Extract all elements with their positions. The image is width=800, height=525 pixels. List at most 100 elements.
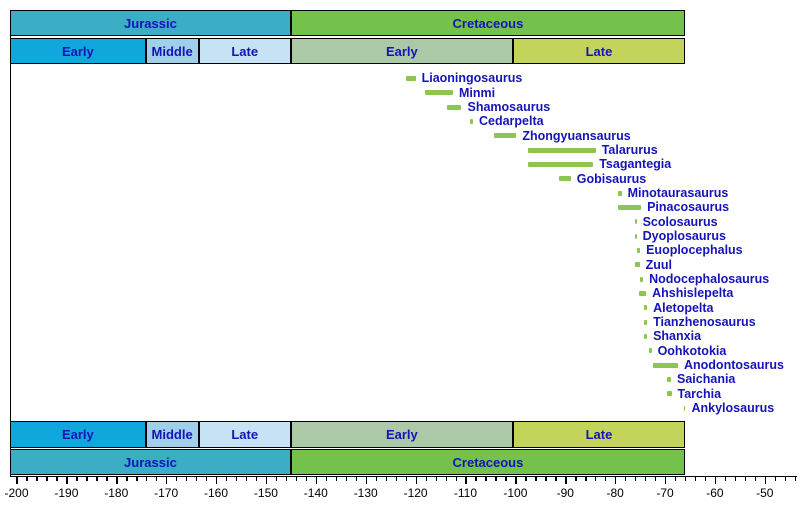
epoch-band-middle: Middle — [145, 421, 199, 448]
axis-minor-tick — [525, 477, 527, 481]
taxon-range-bar — [644, 305, 648, 311]
epoch-band-early: Early — [290, 421, 513, 448]
axis-minor-tick — [176, 477, 178, 481]
axis-tick-label-label: -150 — [253, 486, 278, 500]
axis-minor-tick — [76, 477, 78, 481]
axis-major-tick — [315, 477, 318, 484]
taxon-name: Minmi — [459, 86, 495, 100]
axis-minor-tick — [275, 477, 278, 481]
axis-major-tick — [216, 477, 218, 484]
axis-tick-label: -120 — [394, 486, 438, 500]
axis-minor-tick — [345, 477, 348, 481]
axis-minor-tick — [545, 477, 547, 481]
axis-minor-tick — [405, 477, 407, 481]
axis-minor-tick — [196, 477, 198, 481]
taxon-name-label: Anodontosaurus — [684, 358, 784, 372]
axis-minor-tick — [375, 477, 377, 481]
epoch-band-late-label: Late — [231, 427, 259, 442]
axis-tick-label: -200 — [0, 486, 39, 500]
axis-minor-tick — [385, 477, 387, 481]
axis-minor-tick — [206, 477, 208, 481]
taxon-name: Minotaurasaurus — [628, 186, 729, 200]
axis-baseline — [10, 475, 797, 478]
axis-minor-tick — [46, 477, 48, 481]
taxon-name: Zhongyuansaurus — [522, 129, 630, 143]
axis-minor-tick — [555, 477, 557, 481]
axis-minor-tick — [744, 477, 747, 481]
taxon-name: Gobisaurus — [577, 172, 646, 186]
axis-major-tick — [665, 477, 667, 484]
axis-major-tick — [166, 477, 168, 484]
axis-tick-label: -80 — [593, 486, 637, 500]
epoch-band-late-label: Late — [585, 427, 613, 442]
axis-minor-tick — [156, 477, 158, 481]
taxon-name-label: Tsagantegia — [599, 157, 672, 172]
axis-minor-tick — [704, 477, 707, 481]
taxon-range-bar — [640, 276, 644, 282]
taxon-range-bar — [405, 76, 416, 82]
taxon-name: Talarurus — [602, 143, 658, 157]
axis-major-tick — [415, 477, 417, 484]
taxon-name-label: Saichania — [677, 372, 736, 387]
epoch-band-early: Early — [290, 38, 513, 64]
axis-tick-label-label: -140 — [303, 486, 328, 500]
taxon-name-label: Dyoplosaurus — [642, 229, 726, 244]
taxon-range-bar — [634, 219, 637, 225]
axis-minor-tick — [136, 477, 138, 481]
axis-minor-tick — [335, 477, 338, 481]
axis-tick-label: -160 — [194, 486, 238, 500]
taxon-name: Saichania — [677, 372, 735, 386]
taxon-range-bar — [528, 147, 596, 153]
axis-minor-tick — [425, 477, 427, 481]
axis-major-tick — [565, 477, 567, 484]
taxon-name-label: Minmi — [459, 85, 496, 100]
axis-tick-label-label: -120 — [403, 486, 428, 500]
epoch-band-early-label: Early — [61, 427, 94, 442]
axis-major-tick — [615, 477, 617, 484]
taxon-name: Ankylosaurus — [691, 401, 774, 415]
taxon-range-bar — [653, 362, 678, 368]
axis-minor-tick — [734, 477, 737, 481]
taxon-name-label: Ankylosaurus — [691, 400, 775, 415]
axis-tick-label-label: -90 — [556, 486, 574, 500]
taxon-name: Oohkotokia — [658, 344, 727, 358]
period-band-jurassic: Jurassic — [10, 449, 291, 475]
axis-major-tick — [515, 477, 517, 484]
axis-minor-tick — [186, 477, 188, 481]
axis-tick-label: -110 — [443, 486, 487, 500]
taxon-name-label: Tianzhenosaurus — [653, 315, 756, 329]
axis-tick-label-label: -80 — [606, 486, 624, 500]
axis-minor-tick — [535, 477, 537, 481]
axis-major-tick — [714, 477, 717, 484]
axis-tick-label: -180 — [94, 486, 138, 500]
axis-minor-tick — [245, 477, 248, 481]
axis-minor-tick — [575, 477, 577, 481]
period-band-cretaceous: Cretaceous — [290, 449, 685, 475]
taxon-name-label: Ahshislepelta — [652, 286, 734, 301]
axis-tick-label-label: -170 — [154, 486, 179, 500]
taxon-name-label: Zuul — [645, 257, 672, 272]
epoch-band-late: Late — [198, 421, 291, 448]
period-band-cretaceous: Cretaceous — [290, 10, 685, 36]
taxon-name-label: Pinacosaurus — [647, 200, 730, 215]
epoch-band-early: Early — [10, 421, 146, 448]
taxon-name-label: Talarurus — [601, 143, 658, 158]
axis-minor-tick — [774, 477, 777, 481]
period-band-jurassic-label: Jurassic — [124, 454, 177, 470]
axis-minor-tick — [146, 477, 148, 481]
taxon-range-bar — [683, 405, 686, 411]
axis-tick-label-label: -110 — [453, 486, 478, 500]
axis-tick-label: -60 — [693, 486, 737, 500]
axis-minor-tick — [475, 477, 477, 481]
taxon-name: Pinacosaurus — [647, 200, 729, 214]
taxon-name: Cedarpelta — [479, 114, 544, 128]
taxon-range-bar — [638, 291, 647, 297]
taxon-range-bar — [424, 90, 453, 96]
taxon-range-bar — [559, 176, 571, 182]
taxon-name: Tianzhenosaurus — [653, 315, 756, 329]
axis-minor-tick — [435, 477, 437, 481]
period-band-cretaceous-label: Cretaceous — [452, 15, 524, 31]
taxon-name-label: Nodocephalosaurus — [649, 272, 770, 287]
taxon-range-bar — [617, 205, 642, 211]
taxon-name: Shanxia — [653, 329, 701, 343]
